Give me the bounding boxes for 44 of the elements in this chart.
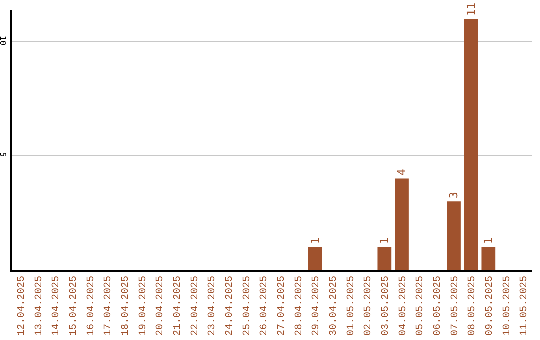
x-tick-label: 26.04.2025 [260,276,271,336]
x-tick-label: 24.04.2025 [224,276,236,336]
x-tick-label: 25.04.2025 [242,276,254,336]
x-tick-label: 14.04.2025 [52,276,63,336]
x-tick-label: 07.05.2025 [450,276,462,336]
x-tick-label: 04.05.2025 [398,276,410,336]
x-tick-label: 30.04.2025 [328,276,340,336]
y-tick-label: 10 [0,36,8,46]
x-tick-label: 05.05.2025 [416,276,427,336]
bar [464,19,478,270]
x-tick-label: 11.05.2025 [520,276,531,336]
y-tick-label: 5 [0,152,8,158]
x-tick-label: 01.05.2025 [346,276,358,336]
data-label: 1 [378,238,392,244]
x-tick-label: 10.05.2025 [502,276,514,336]
data-label: 11 [464,2,478,16]
data-label: 1 [482,238,496,244]
x-tick-label: 09.05.2025 [484,276,496,336]
bar [308,247,322,270]
x-tick-label: 15.04.2025 [68,276,80,336]
x-tick-label: 03.05.2025 [380,276,392,336]
x-tick-label: 08.05.2025 [468,276,479,336]
x-tick-label: 18.04.2025 [120,276,132,336]
x-tick-label: 22.04.2025 [190,276,202,336]
x-tick-label: 02.05.2025 [364,276,375,336]
data-label: 4 [396,168,408,176]
bar [395,178,409,270]
x-tick-label: 28.04.2025 [294,276,306,336]
x-tick-label: 06.05.2025 [432,276,444,336]
bar [482,247,496,270]
x-tick-label: 13.04.2025 [34,276,46,336]
x-tick-label: 12.04.2025 [16,276,28,336]
x-tick-label: 19.04.2025 [138,276,150,336]
data-label: 3 [448,192,460,199]
x-tick-label: 23.04.2025 [208,276,219,336]
x-tick-label: 27.04.2025 [276,276,288,336]
x-tick-label: 21.04.2025 [172,276,184,336]
x-tick-label: 17.04.2025 [104,276,115,336]
bar [378,247,392,270]
bar [447,202,461,270]
x-tick-label: 16.04.2025 [86,276,98,336]
data-label: 1 [308,238,322,244]
x-tick-label: 29.04.2025 [312,276,323,336]
x-tick-label: 20.04.2025 [156,276,167,336]
